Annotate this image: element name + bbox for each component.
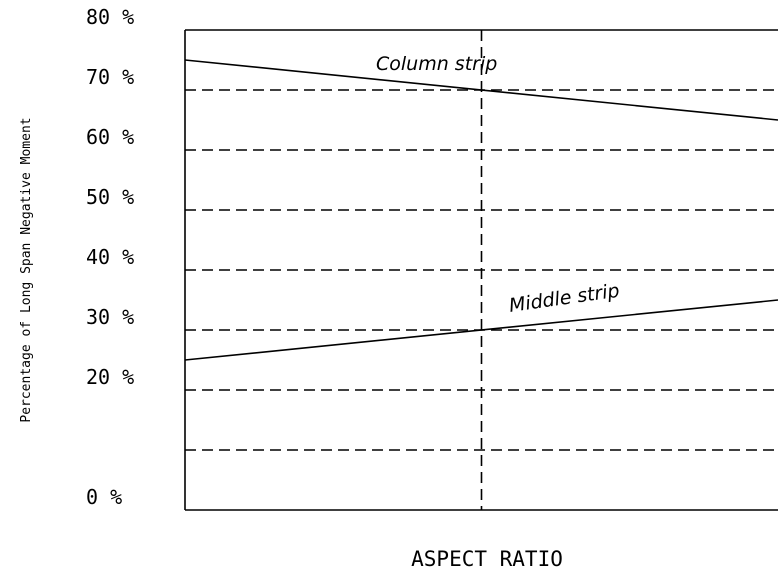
y-tick-label-50: 50 % xyxy=(86,185,134,209)
y-tick-label-80: 80 % xyxy=(86,5,134,29)
series-label-column-strip: Column strip xyxy=(376,53,497,75)
plot-frame xyxy=(184,29,778,511)
y-tick-label-20: 20 % xyxy=(86,365,134,389)
gridlines xyxy=(185,30,778,510)
series-line-1 xyxy=(184,299,778,361)
series-lines xyxy=(184,59,778,361)
y-axis-title: Percentage of Long Span Negative Moment xyxy=(19,117,34,422)
x-axis-title: ASPECT RATIO xyxy=(411,547,563,570)
y-tick-label-30: 30 % xyxy=(86,305,134,329)
y-tick-label-40: 40 % xyxy=(86,245,134,269)
series-line-0 xyxy=(184,59,778,121)
series-label-middle-strip: Middle strip xyxy=(508,280,621,317)
y-tick-labels: 80 % 70 % 60 % 50 % 40 % 30 % 20 % 0 % xyxy=(86,5,134,509)
y-tick-label-0: 0 % xyxy=(86,485,122,509)
y-tick-label-60: 60 % xyxy=(86,125,134,149)
y-tick-label-70: 70 % xyxy=(86,65,134,89)
